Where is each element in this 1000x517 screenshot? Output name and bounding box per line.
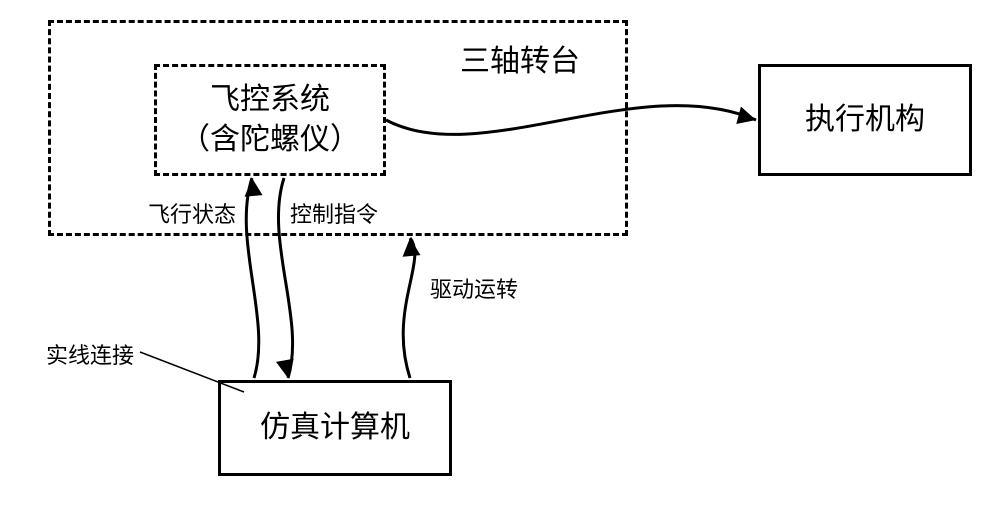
edge-label-flight-state: 飞行状态 (148, 197, 236, 229)
turntable-label: 三轴转台 (460, 36, 580, 80)
sim-label: 仿真计算机 (260, 411, 410, 444)
actuator-label: 执行机构 (805, 103, 925, 136)
sim-computer-box: 仿真计算机 (218, 380, 452, 476)
actuator-box: 执行机构 (758, 64, 972, 176)
arrowhead-fc-to-actuator (736, 107, 758, 129)
edge-label-drive: 驱动运转 (430, 272, 518, 304)
arrowhead-drive (401, 237, 421, 257)
fc-label-line2: （含陀螺仪） (180, 123, 360, 156)
edge-drive (403, 238, 415, 378)
arrowhead-control-cmd (276, 359, 297, 380)
annotation-wired-label: 实线连接 (46, 338, 134, 370)
edge-label-control-cmd: 控制指令 (290, 197, 378, 229)
flight-control-box: 飞控系统 （含陀螺仪） (154, 64, 386, 176)
fc-label-line1: 飞控系统 (210, 83, 330, 116)
